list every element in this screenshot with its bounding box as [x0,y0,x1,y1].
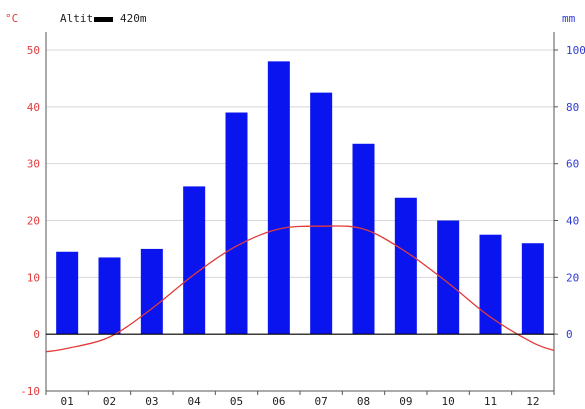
precip-bar [267,61,290,335]
altitude-label: Altit [60,12,93,25]
right-tick-label: 80 [566,101,579,114]
right-tick-label: 0 [566,328,573,341]
precip-bar [521,243,544,335]
precip-bar [140,248,163,335]
left-tick-label: 40 [27,101,40,114]
precip-bar [479,234,502,335]
altitude-value: 420m [120,12,147,25]
x-tick-label: 03 [145,395,158,408]
x-tick-label: 08 [357,395,370,408]
left-unit-label: °C [5,12,18,25]
right-tick-label: 100 [566,44,585,57]
precip-bar [225,112,248,335]
x-tick-label: 07 [315,395,328,408]
right-unit-label: mm [562,12,576,25]
left-tick-label: -10 [20,385,40,398]
left-tick-label: 50 [27,44,40,57]
x-tick-label: 05 [230,395,243,408]
precip-bar [183,186,206,335]
x-tick-label: 09 [399,395,412,408]
right-tick-label: 20 [566,271,579,284]
left-axis-ticks: -10 0 10 20 30 40 50 [20,44,40,398]
temperature-line [45,225,555,353]
left-tick-label: 10 [27,271,40,284]
right-axis-ticks: 0 20 40 60 80 100 [554,44,585,341]
right-tick-label: 40 [566,215,579,228]
altitude-legend-swatch [94,17,113,22]
left-tick-label: 0 [33,328,40,341]
precip-bar [56,251,79,335]
precip-bar [98,257,121,335]
axes [45,32,555,392]
left-tick-label: 30 [27,158,40,171]
right-tick-label: 60 [566,158,579,171]
precipitation-bars [56,61,544,335]
x-axis-ticks: 01 02 03 04 05 06 07 08 09 10 11 12 [45,391,555,408]
temperature-line-group [45,225,555,353]
x-tick-label: 11 [484,395,497,408]
x-tick-label: 02 [103,395,116,408]
x-tick-label: 01 [61,395,74,408]
precip-bar [310,92,333,335]
x-tick-label: 06 [272,395,285,408]
x-tick-label: 04 [188,395,202,408]
grid-lines [46,49,554,335]
x-tick-label: 12 [526,395,539,408]
x-tick-label: 10 [442,395,455,408]
left-tick-label: 20 [27,215,40,228]
precip-bar [394,197,417,335]
precip-bar [352,143,375,335]
precip-bar [437,220,460,335]
